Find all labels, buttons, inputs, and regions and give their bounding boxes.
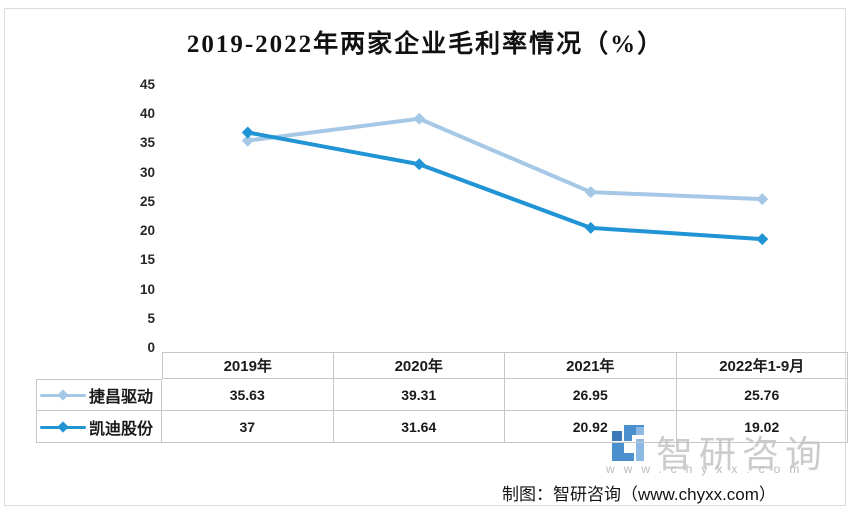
data-point-marker — [756, 233, 769, 246]
series1-line-marker-icon — [40, 389, 86, 401]
y-tick-label: 45 — [139, 77, 155, 92]
source-caption: 制图：智研咨询（www.chyxx.com） — [502, 485, 776, 504]
series-line-1 — [245, 116, 765, 202]
y-tick-label: 25 — [139, 193, 155, 209]
value-kaidi-2020: 31.64 — [333, 411, 505, 443]
y-tick-label: 40 — [139, 106, 155, 122]
series-line-2 — [245, 130, 765, 242]
table-header-2021: 2021年 — [505, 352, 677, 379]
value-jiechang-2021: 26.95 — [505, 379, 677, 411]
data-point-marker — [584, 186, 597, 199]
value-kaidi-2021: 20.92 — [505, 411, 677, 443]
value-kaidi-2022: 19.02 — [676, 411, 848, 443]
value-jiechang-2022: 25.76 — [676, 379, 848, 411]
y-axis: 45 40 35 30 25 20 15 10 5 0 — [105, 77, 155, 356]
y-tick-label: 20 — [139, 223, 155, 239]
y-tick-label: 5 — [147, 310, 155, 326]
value-jiechang-2019: 35.63 — [162, 379, 334, 411]
series2-line-marker-icon — [40, 421, 86, 433]
data-point-marker — [241, 126, 254, 139]
zhiyan-logo-icon — [612, 425, 644, 461]
y-tick-label: 0 — [147, 339, 155, 355]
data-point-marker — [241, 134, 254, 147]
data-point-marker — [413, 112, 426, 125]
table-header-2020: 2020年 — [333, 352, 505, 379]
table-header-2019: 2019年 — [162, 352, 334, 379]
series2-name: 凯迪股份 — [89, 420, 154, 438]
series1-name: 捷昌驱动 — [89, 389, 154, 406]
value-kaidi-2019: 37 — [162, 411, 334, 443]
data-table: 2019年 2020年 2021年 2022年1-9月 捷昌驱动 35.63 3… — [36, 352, 848, 443]
y-tick-label: 15 — [139, 252, 155, 268]
data-point-marker — [756, 193, 769, 206]
plot-area — [241, 112, 769, 246]
value-jiechang-2020: 39.31 — [333, 379, 505, 411]
data-point-marker — [584, 221, 597, 234]
table-corner-cell — [36, 352, 162, 379]
y-tick-label: 35 — [139, 135, 155, 151]
watermark-brand-text: 智研咨询 — [656, 434, 828, 475]
y-tick-label: 10 — [139, 281, 155, 297]
y-tick-label: 30 — [139, 164, 155, 180]
legend-cell-kaidi: 凯迪股份 — [36, 411, 162, 443]
data-point-marker — [413, 158, 426, 171]
table-header-2022: 2022年1-9月 — [676, 352, 848, 379]
legend-cell-jiechang: 捷昌驱动 — [36, 379, 162, 411]
watermark-url-text: www.chyxx.com — [606, 462, 809, 476]
chart-title: 2019-2022年两家企业毛利率情况（%） — [186, 31, 665, 58]
